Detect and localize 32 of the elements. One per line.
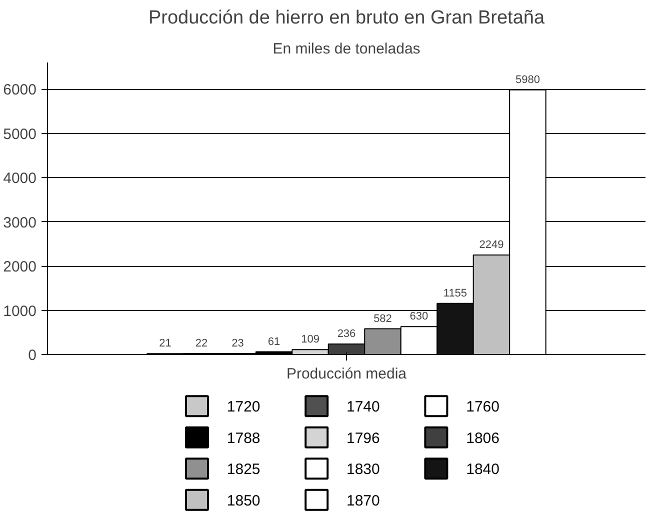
data-label: 21 <box>159 338 172 350</box>
y-tick-label: 0 <box>28 347 36 364</box>
chart-subtitle: En miles de toneladas <box>272 40 420 58</box>
legend-label: 1870 <box>346 492 380 510</box>
data-label: 582 <box>374 312 392 325</box>
legend-label: 1825 <box>226 461 260 478</box>
y-tick-label: 3000 <box>3 214 37 232</box>
chart-title: Producción de hierro en bruto en Gran Bretaña <box>148 8 545 28</box>
data-label: 236 <box>337 328 356 340</box>
data-label: 1155 <box>443 287 468 300</box>
legend-label: 1806 <box>466 430 500 447</box>
y-tick-label: 5000 <box>3 126 37 143</box>
legend-label: 1788 <box>226 430 260 447</box>
y-tick-label: 6000 <box>3 82 37 99</box>
data-label: 61 <box>268 336 280 348</box>
y-tick-label: 1000 <box>3 302 37 320</box>
data-label: 23 <box>232 337 244 350</box>
legend-label: 1760 <box>466 398 500 416</box>
legend-label: 1720 <box>226 398 260 416</box>
legend-label: 1796 <box>346 430 380 447</box>
data-label: 5980 <box>515 74 540 86</box>
data-label: 630 <box>410 310 428 323</box>
legend-label: 1850 <box>226 492 260 510</box>
legend-label: 1840 <box>466 461 500 478</box>
y-tick-label: 2000 <box>3 258 37 276</box>
legend-label: 1830 <box>346 461 380 478</box>
y-tick-label: 4000 <box>3 170 37 188</box>
data-label: 2249 <box>479 239 504 251</box>
data-label: 22 <box>195 338 208 350</box>
x-tick-label: Producción media <box>286 366 408 382</box>
data-label: 109 <box>301 334 320 346</box>
legend-label: 1740 <box>346 398 380 416</box>
